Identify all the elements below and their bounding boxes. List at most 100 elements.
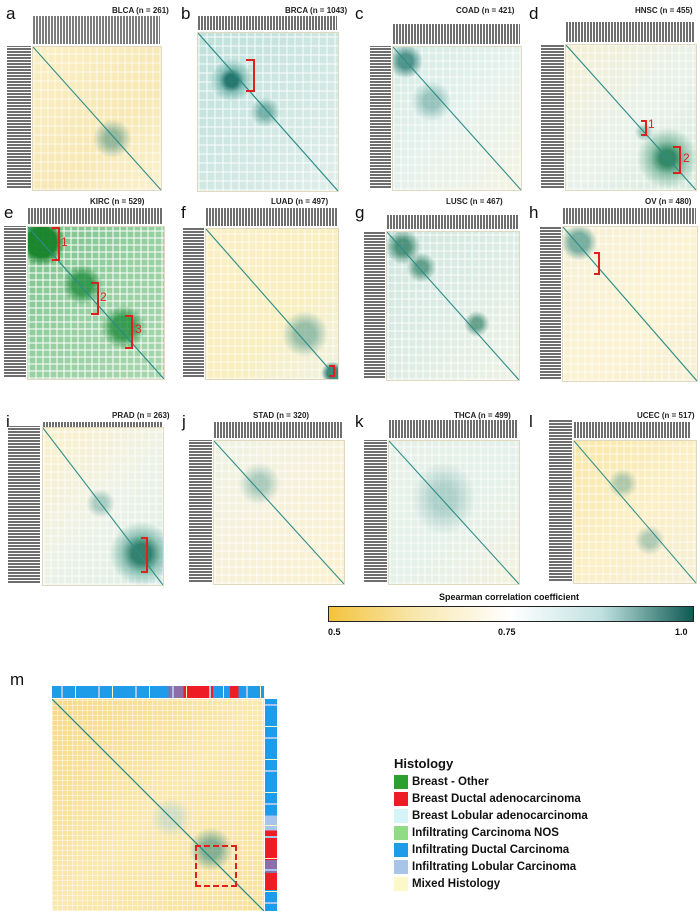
bracket-label-1: 1 (648, 117, 655, 131)
highlight-bracket-1 (52, 227, 60, 261)
bracket-label-2: 2 (683, 151, 690, 165)
panel-letter: a (6, 4, 16, 23)
top-dendrogram (386, 215, 518, 229)
panel-title: PRAD (n = 263) (112, 411, 170, 420)
panel-letter: e (4, 203, 14, 222)
top-dendrogram (205, 208, 337, 226)
correlation-heatmap (562, 226, 698, 382)
diagonal-line (52, 699, 264, 911)
legend-swatch (394, 877, 408, 891)
colorbar-tick-high: 1.0 (675, 627, 688, 637)
left-dendrogram (540, 226, 561, 380)
top-dendrogram (388, 420, 518, 438)
panel-title: OV (n = 480) (645, 197, 692, 206)
legend-item: Infiltrating Ductal Carcinoma (394, 843, 569, 857)
correlation-heatmap (197, 32, 339, 192)
legend-item: Mixed Histology (394, 877, 500, 891)
diagonal-line (563, 227, 697, 381)
legend-swatch (394, 792, 408, 806)
highlight-bracket-2 (91, 282, 99, 315)
highlight-bracket-1 (641, 120, 647, 136)
legend-label: Mixed Histology (412, 878, 501, 890)
top-dendrogram (32, 16, 160, 44)
correlation-heatmap (213, 440, 345, 585)
right-histology-strip (265, 699, 277, 911)
panel-title: LUSC (n = 467) (446, 197, 503, 206)
correlation-heatmap (386, 231, 520, 381)
bracket-label-1: 1 (61, 235, 68, 249)
colorbar-title: Spearman correlation coefficient (439, 592, 580, 602)
diagonal-line (566, 45, 696, 190)
panel-title: THCA (n = 499) (454, 411, 511, 420)
top-dendrogram (213, 422, 343, 438)
panel-b: b BRCA (n = 1043) (175, 0, 350, 195)
diagonal-line (389, 441, 519, 584)
legend-label: Infiltrating Lobular Carcinoma (412, 861, 577, 873)
top-dendrogram (197, 16, 337, 30)
panel-d: d HNSC (n = 455) 1 2 (525, 0, 700, 195)
bracket-label-2: 2 (100, 290, 107, 304)
left-dendrogram (183, 228, 204, 378)
panel-title: KIRC (n = 529) (90, 197, 145, 206)
legend-label: Infiltrating Carcinoma NOS (412, 827, 559, 839)
legend-swatch (394, 843, 408, 857)
colorbar (328, 606, 694, 622)
diagonal-line (43, 428, 163, 585)
panel-letter: c (355, 4, 364, 23)
legend-swatch (394, 826, 408, 840)
correlation-heatmap (27, 226, 165, 380)
left-dendrogram (8, 426, 40, 584)
panel-k: k THCA (n = 499) (350, 400, 525, 595)
panel-title: STAD (n = 320) (253, 411, 310, 420)
panel-letter: h (529, 203, 539, 222)
panel-title: UCEC (n = 517) (637, 411, 695, 420)
panel-e: e KIRC (n = 529) 1 2 3 (0, 195, 175, 390)
correlation-heatmap (573, 440, 697, 584)
panel-title: BRCA (n = 1043) (285, 6, 348, 15)
panel-g: g LUSC (n = 467) (350, 195, 525, 390)
panel-i: i PRAD (n = 263) (0, 400, 175, 595)
legend-swatch (394, 809, 408, 823)
legend-item: Breast Ductal adenocarcinoma (394, 792, 581, 806)
left-dendrogram (541, 44, 564, 189)
highlight-bracket (594, 252, 600, 275)
panel-title: HNSC (n = 455) (635, 6, 693, 15)
histology-heatmap (52, 699, 264, 911)
diagonal-line (33, 47, 161, 190)
panel-letter: d (529, 4, 539, 23)
top-dendrogram (562, 208, 696, 224)
legend-label: Infiltrating Ductal Carcinoma (412, 844, 570, 856)
diagonal-line (393, 47, 521, 190)
panel-j: j STAD (n = 320) (175, 400, 350, 595)
panel-h: h OV (n = 480) (525, 195, 700, 390)
left-dendrogram (370, 46, 391, 189)
diagonal-line (574, 441, 696, 583)
panel-letter: l (529, 412, 533, 431)
legend-item: Breast Lobular adenocarcinoma (394, 809, 588, 823)
diagonal-line (214, 441, 344, 584)
diagonal-line (206, 229, 338, 379)
panel-letter: b (181, 4, 191, 23)
highlight-box (195, 845, 237, 887)
panel-title: BLCA (n = 261) (112, 6, 169, 15)
bracket-label-3: 3 (135, 322, 142, 336)
highlight-bracket-3 (125, 315, 133, 349)
legend-item: Breast - Other (394, 775, 489, 789)
legend-label: Breast - Other (412, 776, 489, 788)
colorbar-tick-mid: 0.75 (498, 627, 516, 637)
correlation-heatmap (42, 427, 164, 586)
left-dendrogram (549, 420, 572, 582)
correlation-heatmap (205, 228, 339, 380)
highlight-bracket (246, 59, 255, 92)
legend-title: Histology (394, 756, 454, 771)
panel-letter: m (10, 670, 25, 689)
highlight-bracket (141, 537, 148, 573)
left-dendrogram (189, 440, 212, 583)
top-histology-strip (52, 686, 264, 698)
panel-a: a BLCA (n = 261) (0, 0, 175, 195)
top-dendrogram (573, 422, 691, 438)
correlation-heatmap (392, 46, 522, 191)
left-dendrogram (364, 440, 387, 583)
legend-label: Breast Ductal adenocarcinoma (412, 793, 581, 805)
panel-f: f LUAD (n = 497) (175, 195, 350, 390)
